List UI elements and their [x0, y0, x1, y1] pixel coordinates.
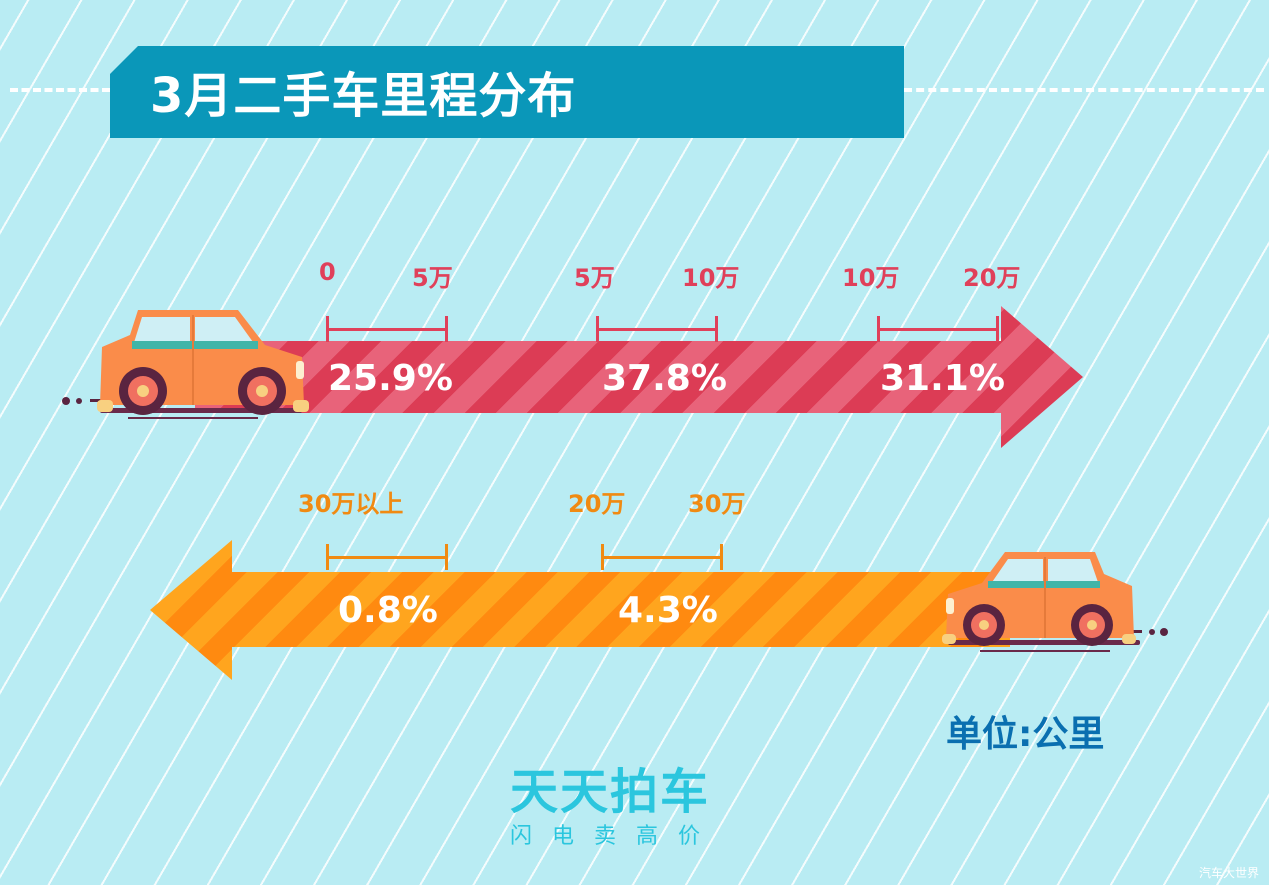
- brand-logo: 天天拍车: [510, 764, 711, 820]
- orange-arrow-left: [150, 540, 1010, 680]
- tick-label: 5万: [574, 264, 615, 292]
- page-title: 3月二手车里程分布: [150, 68, 577, 124]
- percent-value: 37.8%: [602, 358, 727, 399]
- unit-label: 单位:公里: [946, 714, 1105, 755]
- tick-label: 20万: [963, 264, 1021, 292]
- dashed-line-left: [10, 88, 110, 92]
- tick-label: 10万: [682, 264, 740, 292]
- tick-label: 10万: [842, 264, 900, 292]
- car-icon: [62, 310, 309, 419]
- range-bracket: [596, 316, 718, 342]
- percent-value: 4.3%: [618, 590, 718, 631]
- tick-label: 5万: [412, 264, 453, 292]
- watermark: 汽车大世界: [1198, 866, 1259, 880]
- tick-label: 30万以上: [298, 490, 404, 518]
- dashed-line-right: [904, 88, 1264, 92]
- range-bracket: [601, 544, 723, 570]
- range-bracket: [326, 316, 448, 342]
- percent-value: 0.8%: [338, 590, 438, 631]
- tick-label: 0: [319, 258, 336, 286]
- brand-slogan: 闪电卖高价: [510, 824, 721, 849]
- car-icon: [942, 552, 1168, 652]
- percent-value: 25.9%: [328, 358, 453, 399]
- range-bracket: [326, 544, 448, 570]
- range-bracket: [877, 316, 999, 342]
- tick-label: 20万: [568, 490, 626, 518]
- tick-label: 30万: [688, 490, 746, 518]
- percent-value: 31.1%: [880, 358, 1005, 399]
- title-banner: [110, 46, 904, 138]
